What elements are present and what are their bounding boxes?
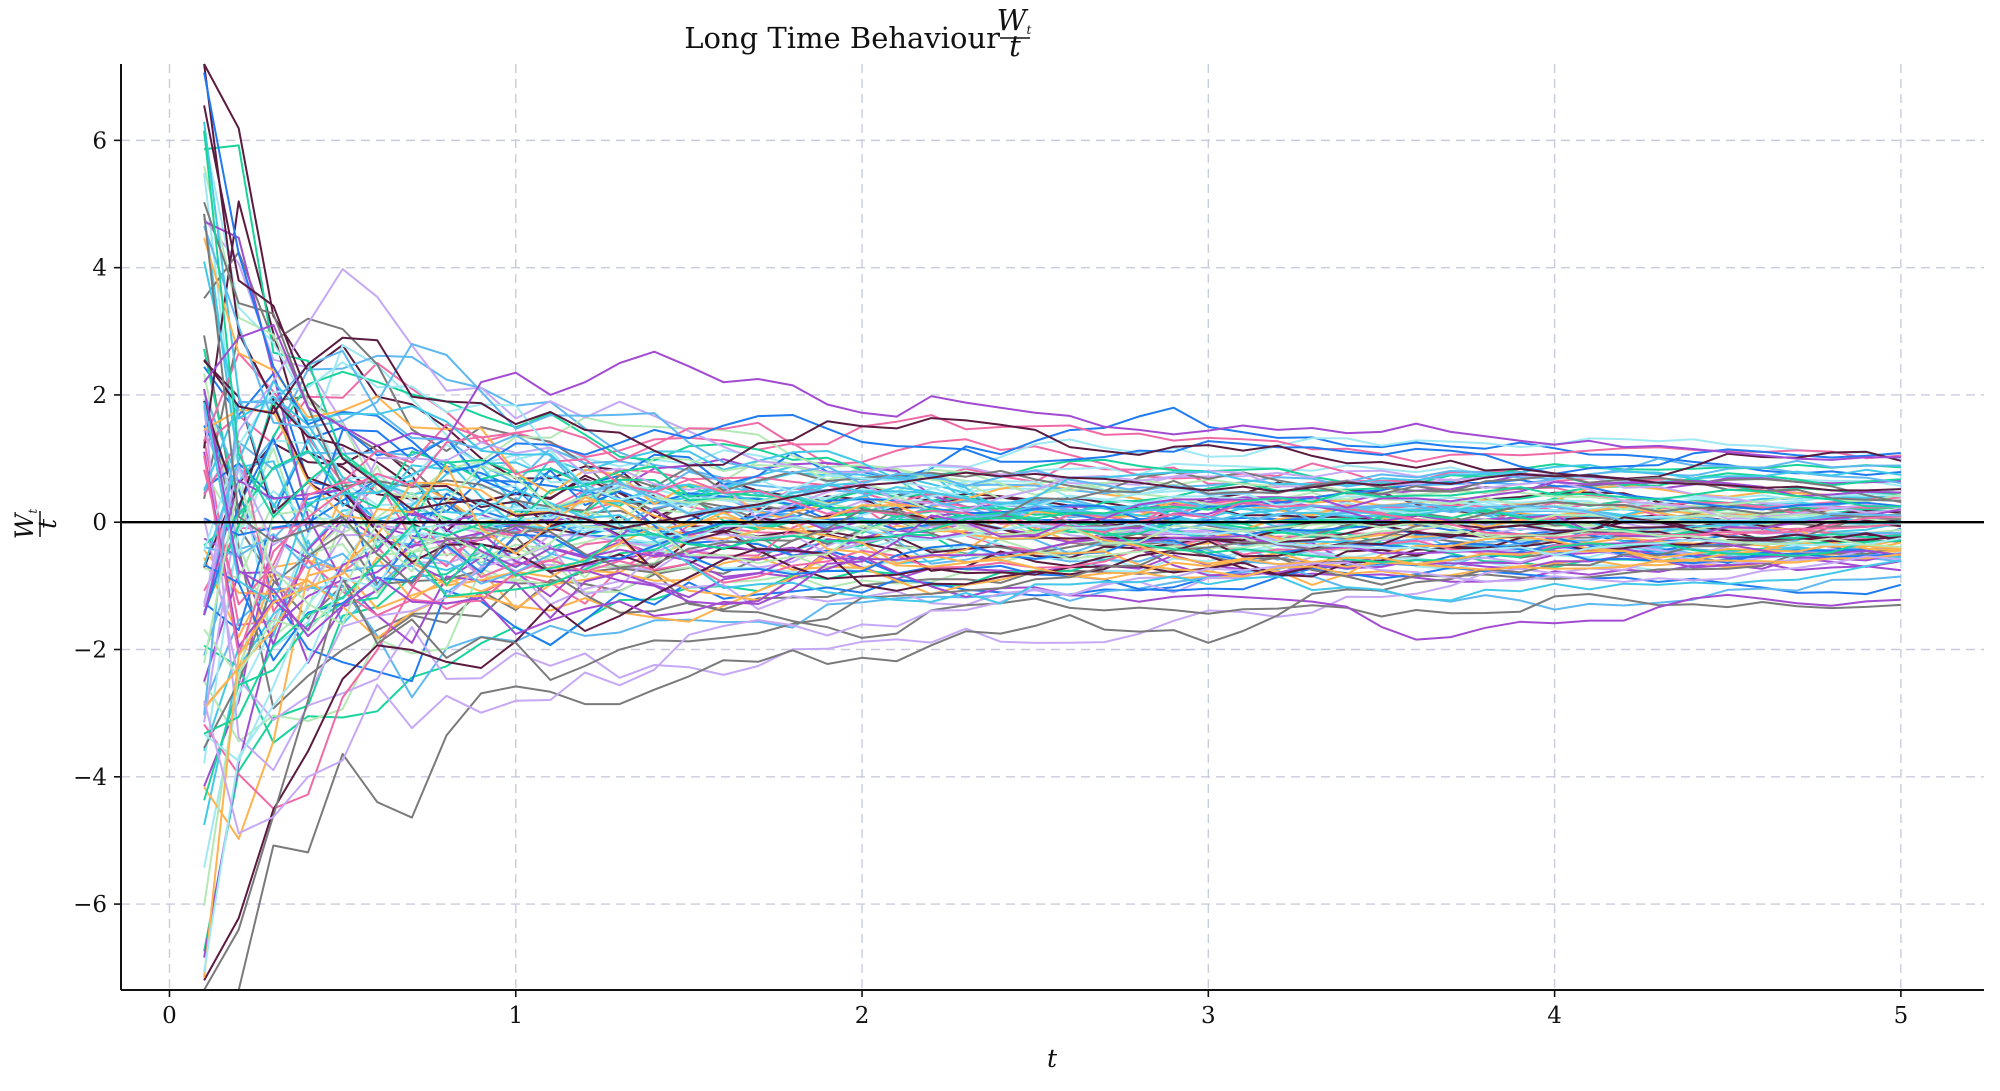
chart-title-numerator-symbol: W xyxy=(997,3,1029,37)
y-axis-label-numerator-subscript: t xyxy=(26,509,40,514)
y-tick-label: 0 xyxy=(92,510,107,536)
x-tick-label: 3 xyxy=(1201,1003,1216,1029)
y-tick-label: −4 xyxy=(73,765,107,791)
series-line xyxy=(203,463,1901,801)
chart-title: Long Time Behaviour Wt t xyxy=(684,3,1031,63)
chart-title-text: Long Time Behaviour xyxy=(684,21,1000,55)
y-axis-label-numerator-symbol: W xyxy=(10,511,39,539)
ticks: 0 1 2 3 4 5 −6 −4 −2 0 2 4 6 xyxy=(73,128,1908,1029)
series-layer xyxy=(203,63,1902,991)
series-line xyxy=(203,555,1901,835)
x-tick-label: 5 xyxy=(1894,1003,1909,1029)
y-tick-label: −6 xyxy=(73,892,107,918)
series-line xyxy=(203,323,1901,461)
y-tick-label: −2 xyxy=(73,638,107,664)
y-axis-label: Wt t xyxy=(10,509,62,540)
y-tick-label: 6 xyxy=(92,128,107,154)
series-line xyxy=(203,406,1901,772)
series-line xyxy=(203,105,1901,530)
grid xyxy=(121,64,1984,990)
series-line xyxy=(204,512,1902,991)
y-axis-label-numerator: Wt xyxy=(10,509,40,540)
chart-title-fraction-numerator: Wt xyxy=(997,3,1032,37)
x-axis-label: t xyxy=(1047,1044,1058,1073)
series-line xyxy=(203,451,1902,648)
x-tick-label: 0 xyxy=(162,1003,177,1029)
series-line xyxy=(203,481,1901,710)
series-line xyxy=(203,465,1901,664)
chart-title-numerator-subscript: t xyxy=(1026,23,1031,37)
chart-title-fraction-denominator: t xyxy=(1009,29,1021,63)
x-tick-label: 4 xyxy=(1547,1003,1562,1029)
y-tick-label: 2 xyxy=(92,383,107,409)
series-line xyxy=(203,464,1902,979)
series-line xyxy=(203,251,1902,586)
series-line xyxy=(203,213,1901,585)
x-tick-label: 2 xyxy=(855,1003,870,1029)
y-axis-label-denominator: t xyxy=(33,518,62,529)
series-line xyxy=(203,428,1901,616)
series-line xyxy=(203,500,1901,991)
x-tick-label: 1 xyxy=(508,1003,523,1029)
y-tick-label: 4 xyxy=(92,256,107,282)
axes xyxy=(120,64,1984,991)
series-line xyxy=(203,130,1901,586)
series-line xyxy=(203,380,1902,605)
series-line xyxy=(203,72,1901,475)
series-line xyxy=(203,349,1901,716)
series-line xyxy=(203,268,1901,608)
series-line xyxy=(203,435,1901,656)
series-line xyxy=(203,402,1902,605)
series-line xyxy=(203,388,1901,638)
series-line xyxy=(203,414,1901,606)
